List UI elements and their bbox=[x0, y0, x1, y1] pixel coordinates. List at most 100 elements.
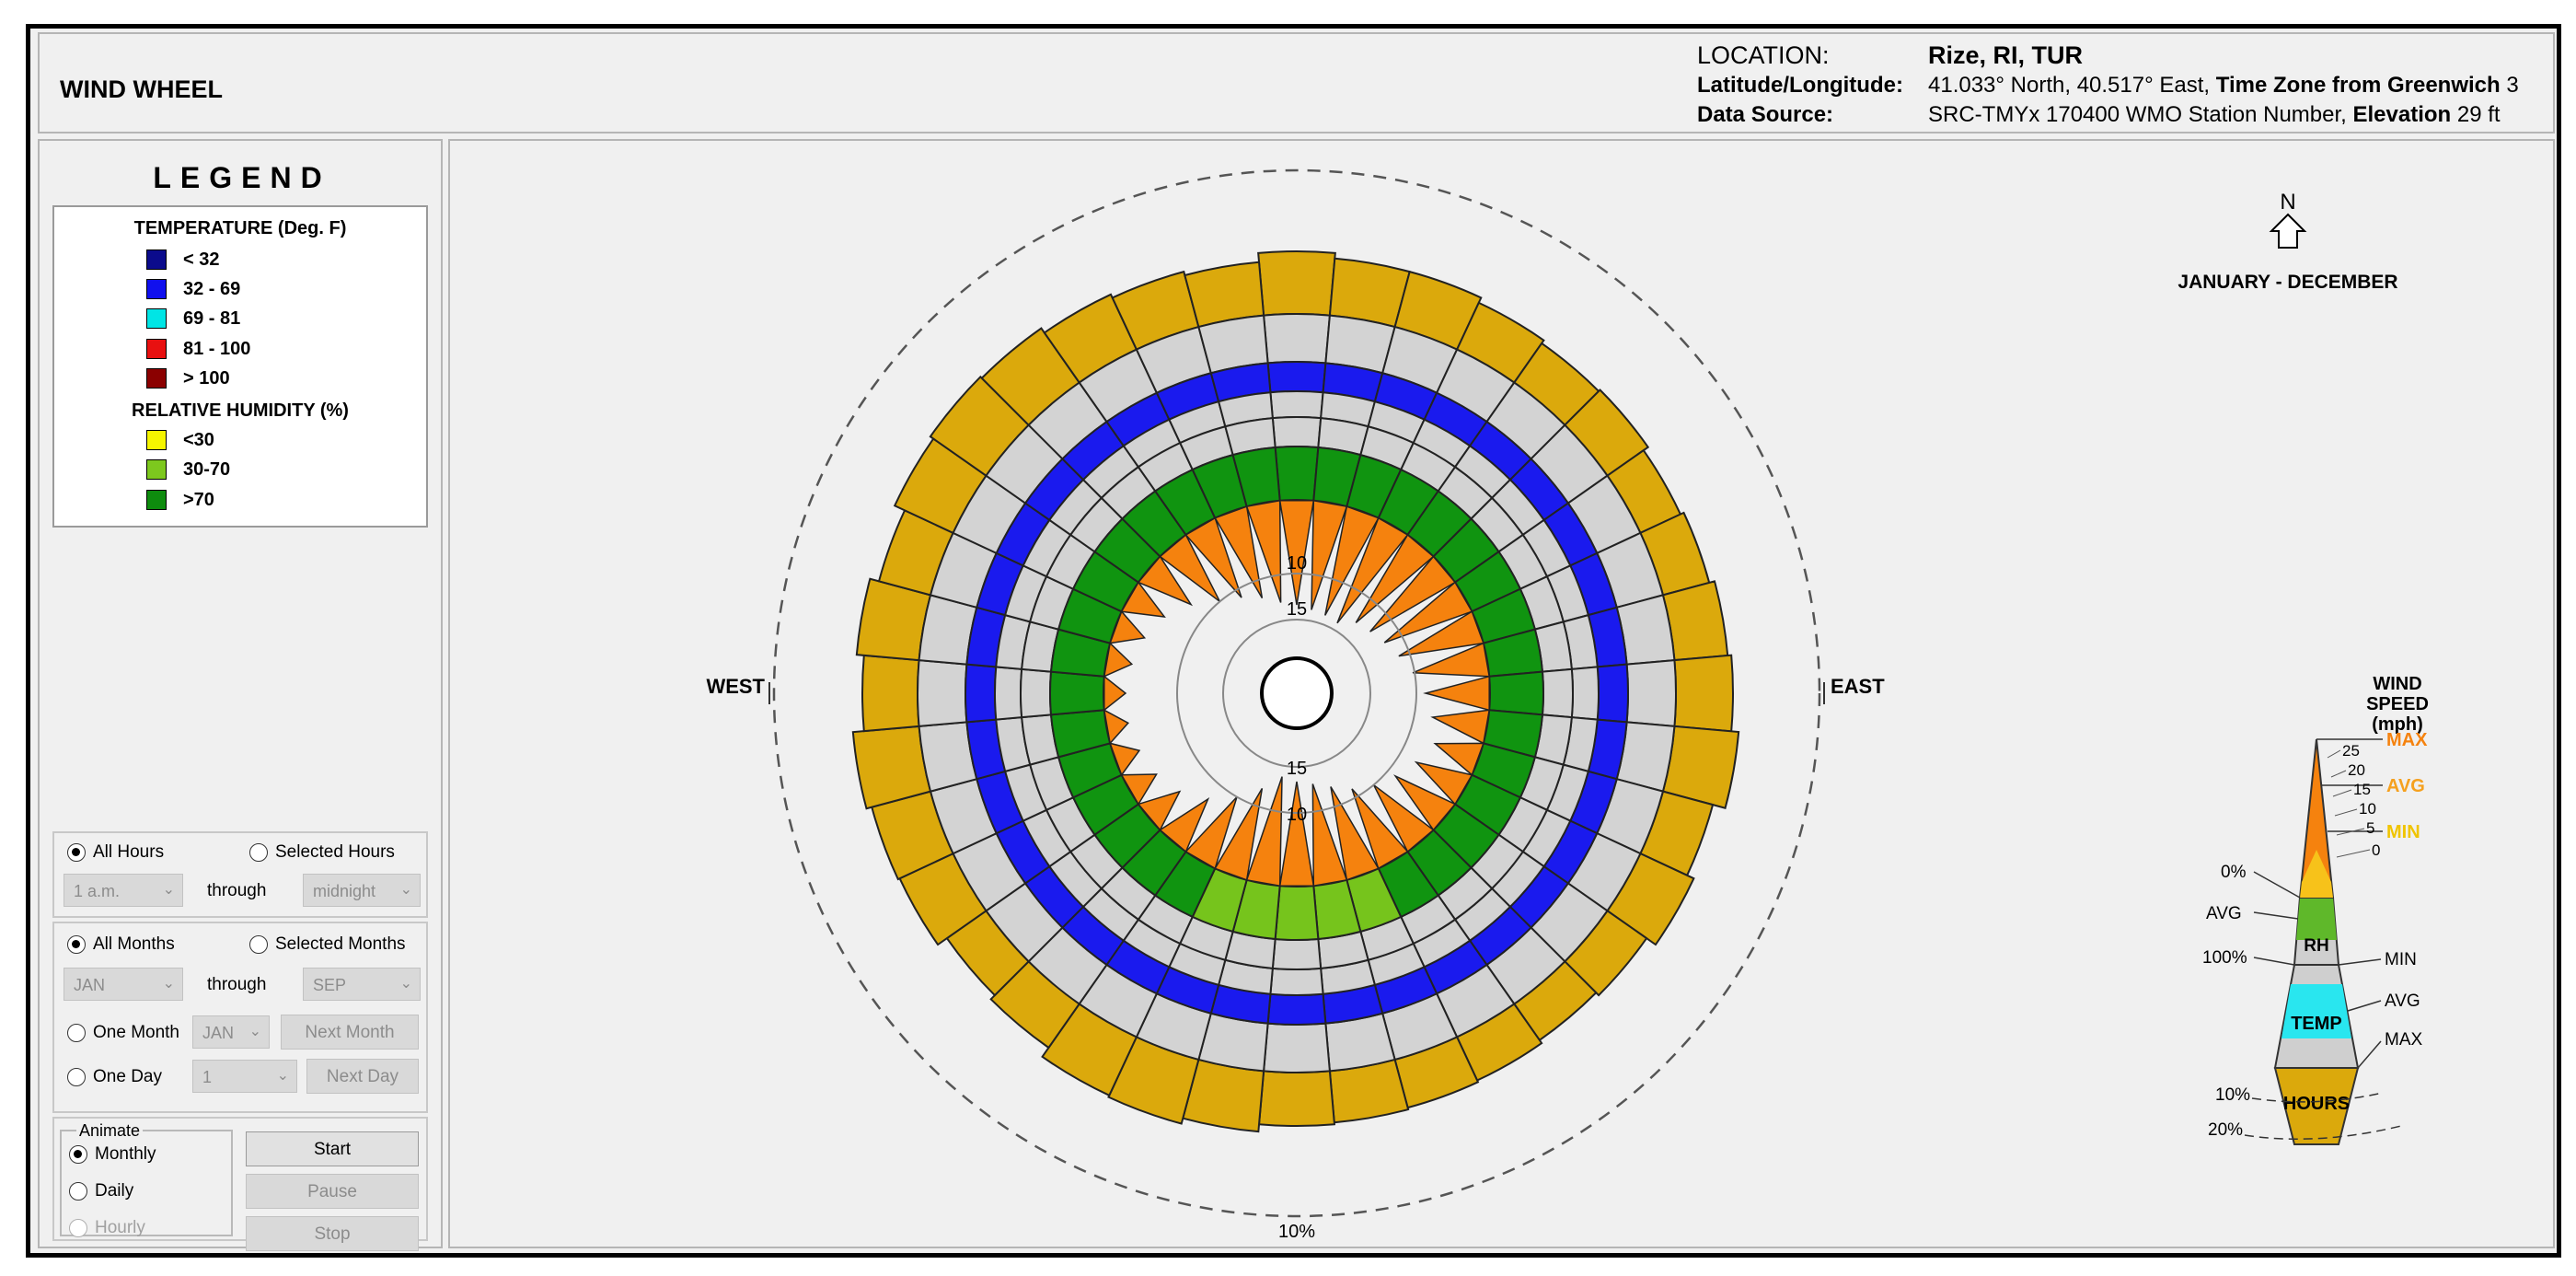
latlon-label: Latitude/Longitude: bbox=[1697, 73, 1903, 98]
rh-outer-band bbox=[1271, 416, 1323, 449]
hours-to-select[interactable]: midnight ⌄ bbox=[303, 874, 421, 907]
speed-spike bbox=[1355, 533, 1435, 623]
key-max-label: MAX bbox=[2386, 730, 2428, 750]
speed-spike bbox=[1414, 760, 1473, 806]
west-label: WEST bbox=[706, 675, 765, 698]
speed-spike bbox=[1324, 505, 1380, 616]
all-months-radio[interactable]: All Months bbox=[67, 934, 175, 955]
speed-ring-label: 10 bbox=[1287, 805, 1307, 825]
key-temp-avg: AVG bbox=[2385, 992, 2420, 1011]
start-button[interactable]: Start bbox=[246, 1131, 419, 1166]
daily-radio[interactable]: Daily bbox=[69, 1181, 133, 1201]
rh-band bbox=[1274, 885, 1320, 941]
months-to-select[interactable]: SEP ⌄ bbox=[303, 968, 421, 1001]
speed-spike bbox=[1109, 609, 1147, 644]
rh-band bbox=[1488, 670, 1544, 716]
one-month-radio[interactable]: One Month bbox=[67, 1023, 179, 1043]
monthly-radio[interactable]: Monthly bbox=[69, 1144, 156, 1165]
period-label: JANUARY - DECEMBER bbox=[2177, 272, 2397, 293]
temp-max-band bbox=[917, 659, 968, 727]
speed-spike bbox=[1351, 788, 1409, 870]
temp-avg-band bbox=[965, 663, 998, 724]
legend-rh-2: 30-70 bbox=[146, 458, 230, 481]
key-title-3: (mph) bbox=[2372, 714, 2423, 735]
pause-button[interactable]: Pause bbox=[246, 1174, 419, 1209]
wind-wheel-svg: 10 15 15 10 10% WEST EAST N JANUARY - DECEM… bbox=[706, 168, 2429, 1242]
key-tick-5: 5 bbox=[2366, 819, 2374, 837]
legend-temp-2: 32 - 69 bbox=[146, 277, 240, 301]
header-bar: WIND WHEEL LOCATION: Rize, RI, TUR Latit… bbox=[38, 32, 2555, 133]
wind-wheel: 10 15 15 10 bbox=[851, 250, 1740, 1133]
one-day-radio[interactable]: One Day bbox=[67, 1067, 162, 1087]
hours-sector bbox=[1673, 654, 1734, 733]
next-day-button[interactable]: Next Day bbox=[306, 1059, 419, 1094]
key-rh-avg: AVG bbox=[2206, 904, 2242, 923]
speed-ring-label: 15 bbox=[1287, 599, 1307, 620]
hours-sector bbox=[1257, 250, 1336, 317]
next-month-button[interactable]: Next Month bbox=[281, 1015, 419, 1050]
outer-pct-label: 10% bbox=[1278, 1222, 1315, 1242]
app-title: WIND WHEEL bbox=[60, 75, 223, 103]
key-tick-25: 25 bbox=[2342, 742, 2360, 760]
speed-spike bbox=[1214, 505, 1264, 599]
speed-spike bbox=[1108, 742, 1141, 777]
one-day-select[interactable]: 1 ⌄ bbox=[192, 1060, 297, 1093]
speed-spike bbox=[1159, 796, 1210, 853]
key-temp-min: MIN bbox=[2385, 950, 2417, 969]
rh-band bbox=[1274, 446, 1320, 502]
key-temp-fill bbox=[2281, 984, 2351, 1038]
speed-ring-15 bbox=[1222, 619, 1371, 768]
temp-avg-band bbox=[1266, 361, 1327, 394]
speed-spike bbox=[1245, 776, 1283, 887]
latlon-value: 41.033° North, 40.517° East, Time Zone f… bbox=[1928, 73, 2519, 98]
hours-group: All Hours Selected Hours 1 a.m. ⌄ through… bbox=[52, 831, 428, 918]
location-value: Rize, RI, TUR bbox=[1928, 41, 2084, 69]
rh-outer-band bbox=[1020, 667, 1053, 719]
key-tick-10: 10 bbox=[2359, 800, 2376, 818]
key-tick-20: 20 bbox=[2348, 761, 2365, 779]
key-temp-label: TEMP bbox=[2291, 1014, 2342, 1034]
temp-max-band bbox=[1263, 1022, 1331, 1073]
temp-min-band bbox=[1269, 390, 1324, 420]
window-frame: WIND WHEEL LOCATION: Rize, RI, TUR Latit… bbox=[26, 24, 2561, 1258]
north-label: N bbox=[2280, 190, 2295, 215]
one-month-select[interactable]: JAN ⌄ bbox=[192, 1015, 270, 1049]
months-from-select[interactable]: JAN ⌄ bbox=[64, 968, 183, 1001]
speed-spike bbox=[1311, 783, 1348, 887]
selected-months-radio[interactable]: Selected Months bbox=[249, 934, 406, 955]
speed-spike bbox=[1393, 774, 1457, 831]
selected-hours-radio[interactable]: Selected Hours bbox=[249, 842, 395, 863]
temp-avg-band bbox=[1266, 992, 1327, 1026]
speed-spike bbox=[1430, 709, 1491, 745]
temp-max-band bbox=[1625, 659, 1677, 727]
stop-button[interactable]: Stop bbox=[246, 1216, 419, 1251]
legend-rh-3: >70 bbox=[146, 488, 214, 512]
speed-spike bbox=[1398, 610, 1484, 657]
key-rh-fill bbox=[2296, 898, 2337, 940]
key-hours-label: HOURS bbox=[2283, 1094, 2350, 1114]
speed-spike bbox=[1184, 796, 1238, 870]
speed-spike bbox=[1311, 499, 1348, 610]
key-tick-0: 0 bbox=[2372, 841, 2380, 859]
legend-temp-3: 69 - 81 bbox=[146, 307, 240, 331]
wind-speed-key: WIND SPEED (mph) HOURS TEMP RH MAX bbox=[2202, 674, 2429, 1145]
wheel-overlay: 10% WEST EAST N JANUARY - DECEMBER bbox=[706, 168, 2398, 1242]
speed-spike bbox=[1369, 555, 1457, 632]
hours-through-label: through bbox=[207, 881, 267, 900]
key-min-label: MIN bbox=[2386, 822, 2420, 842]
legend-temp-4: 81 - 100 bbox=[146, 337, 250, 361]
animate-group: Animate Monthly Daily Hourly bbox=[60, 1121, 233, 1238]
all-hours-radio[interactable]: All Hours bbox=[67, 842, 164, 863]
speed-ring-label: 10 bbox=[1287, 553, 1307, 574]
speed-spike bbox=[1330, 786, 1380, 881]
hourly-radio[interactable]: Hourly bbox=[69, 1218, 145, 1238]
location-label: LOCATION: bbox=[1697, 41, 1830, 69]
legend-rh-1: <30 bbox=[146, 428, 214, 452]
speed-spike bbox=[1137, 790, 1182, 831]
speed-ring-label: 15 bbox=[1287, 759, 1307, 779]
center-hub bbox=[1260, 656, 1334, 730]
key-temp-max: MAX bbox=[2385, 1030, 2423, 1050]
speed-spike bbox=[1278, 781, 1315, 887]
hours-from-select[interactable]: 1 a.m. ⌄ bbox=[64, 874, 183, 907]
speed-spike bbox=[1433, 742, 1484, 777]
